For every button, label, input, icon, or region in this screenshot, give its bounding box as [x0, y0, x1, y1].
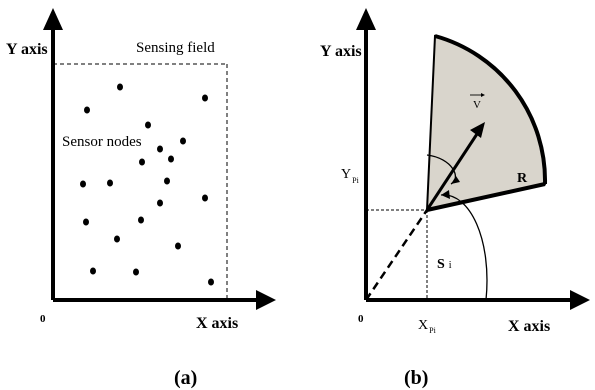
vector-label: V — [470, 93, 485, 111]
sensor-nodes-label: Sensor nodes — [62, 134, 142, 150]
panel-a-y-axis-label: Y axis — [6, 41, 48, 58]
sensor-node — [180, 137, 186, 145]
panel-b-y-axis-label: Y axis — [320, 43, 362, 60]
sensor-node — [202, 94, 208, 102]
sensor-node — [83, 218, 89, 226]
sensor-node — [145, 121, 151, 129]
sensor-node — [117, 83, 123, 91]
panel-b-x-arrowhead — [570, 290, 590, 310]
sensor-node — [90, 267, 96, 275]
sensing-range-label: R — [517, 171, 528, 186]
panel-a-origin-label: 0 — [40, 313, 46, 325]
orientation-angle-arrowhead — [441, 190, 450, 199]
sensing-sector-lower-edge — [426, 182, 546, 212]
sensor-label-sub: i — [449, 260, 452, 271]
panel-a-caption: (a) — [174, 367, 197, 389]
panel-b-y-arrowhead — [356, 8, 376, 30]
sensor-node — [80, 180, 86, 188]
sensor-node — [175, 242, 181, 250]
sensor-node — [168, 155, 174, 163]
sensor-node — [114, 235, 120, 243]
sensor-node — [107, 179, 113, 187]
sensor-node — [138, 216, 144, 224]
panel-a-x-axis-label: X axis — [196, 315, 238, 332]
panel-b-x-axis-label: X axis — [508, 318, 550, 335]
y-coordinate-sub: Pi — [352, 176, 359, 185]
panel-a: Y axis Sensing field Sensor nodes 0 X ax… — [6, 8, 276, 389]
sensing-field-label: Sensing field — [136, 40, 215, 56]
vector-angle-arrowhead — [451, 176, 460, 184]
origin-to-sensor-line — [364, 209, 429, 301]
x-coordinate-label: XPi — [418, 318, 437, 335]
sensor-nodes — [80, 83, 214, 286]
sensor-node — [157, 145, 163, 153]
sensor-node — [157, 199, 163, 207]
sensor-node — [84, 106, 90, 114]
panel-a-y-arrowhead — [43, 8, 63, 30]
sensor-node — [202, 194, 208, 202]
orientation-vector — [425, 133, 479, 211]
x-coordinate-main: X — [418, 318, 428, 333]
sensor-node — [133, 268, 139, 276]
sensing-sector-arc-bold — [434, 34, 548, 185]
sensor-node — [139, 158, 145, 166]
panel-b-caption: (b) — [404, 367, 428, 389]
sensor-label-main: S — [437, 257, 445, 272]
sensor-node — [164, 177, 170, 185]
panel-a-x-arrowhead — [256, 290, 276, 310]
panel-b-origin-label: 0 — [358, 313, 364, 325]
vector-label-overarrow-head — [481, 93, 485, 97]
y-coordinate-label: YPi — [341, 167, 360, 185]
y-coordinate-main: Y — [341, 167, 351, 182]
x-coordinate-sub: Pi — [429, 326, 436, 335]
vector-label-text: V — [473, 99, 481, 111]
sensor-node — [208, 278, 214, 286]
orientation-vector-arrowhead — [470, 122, 485, 138]
orientation-angle-arc — [440, 194, 488, 301]
